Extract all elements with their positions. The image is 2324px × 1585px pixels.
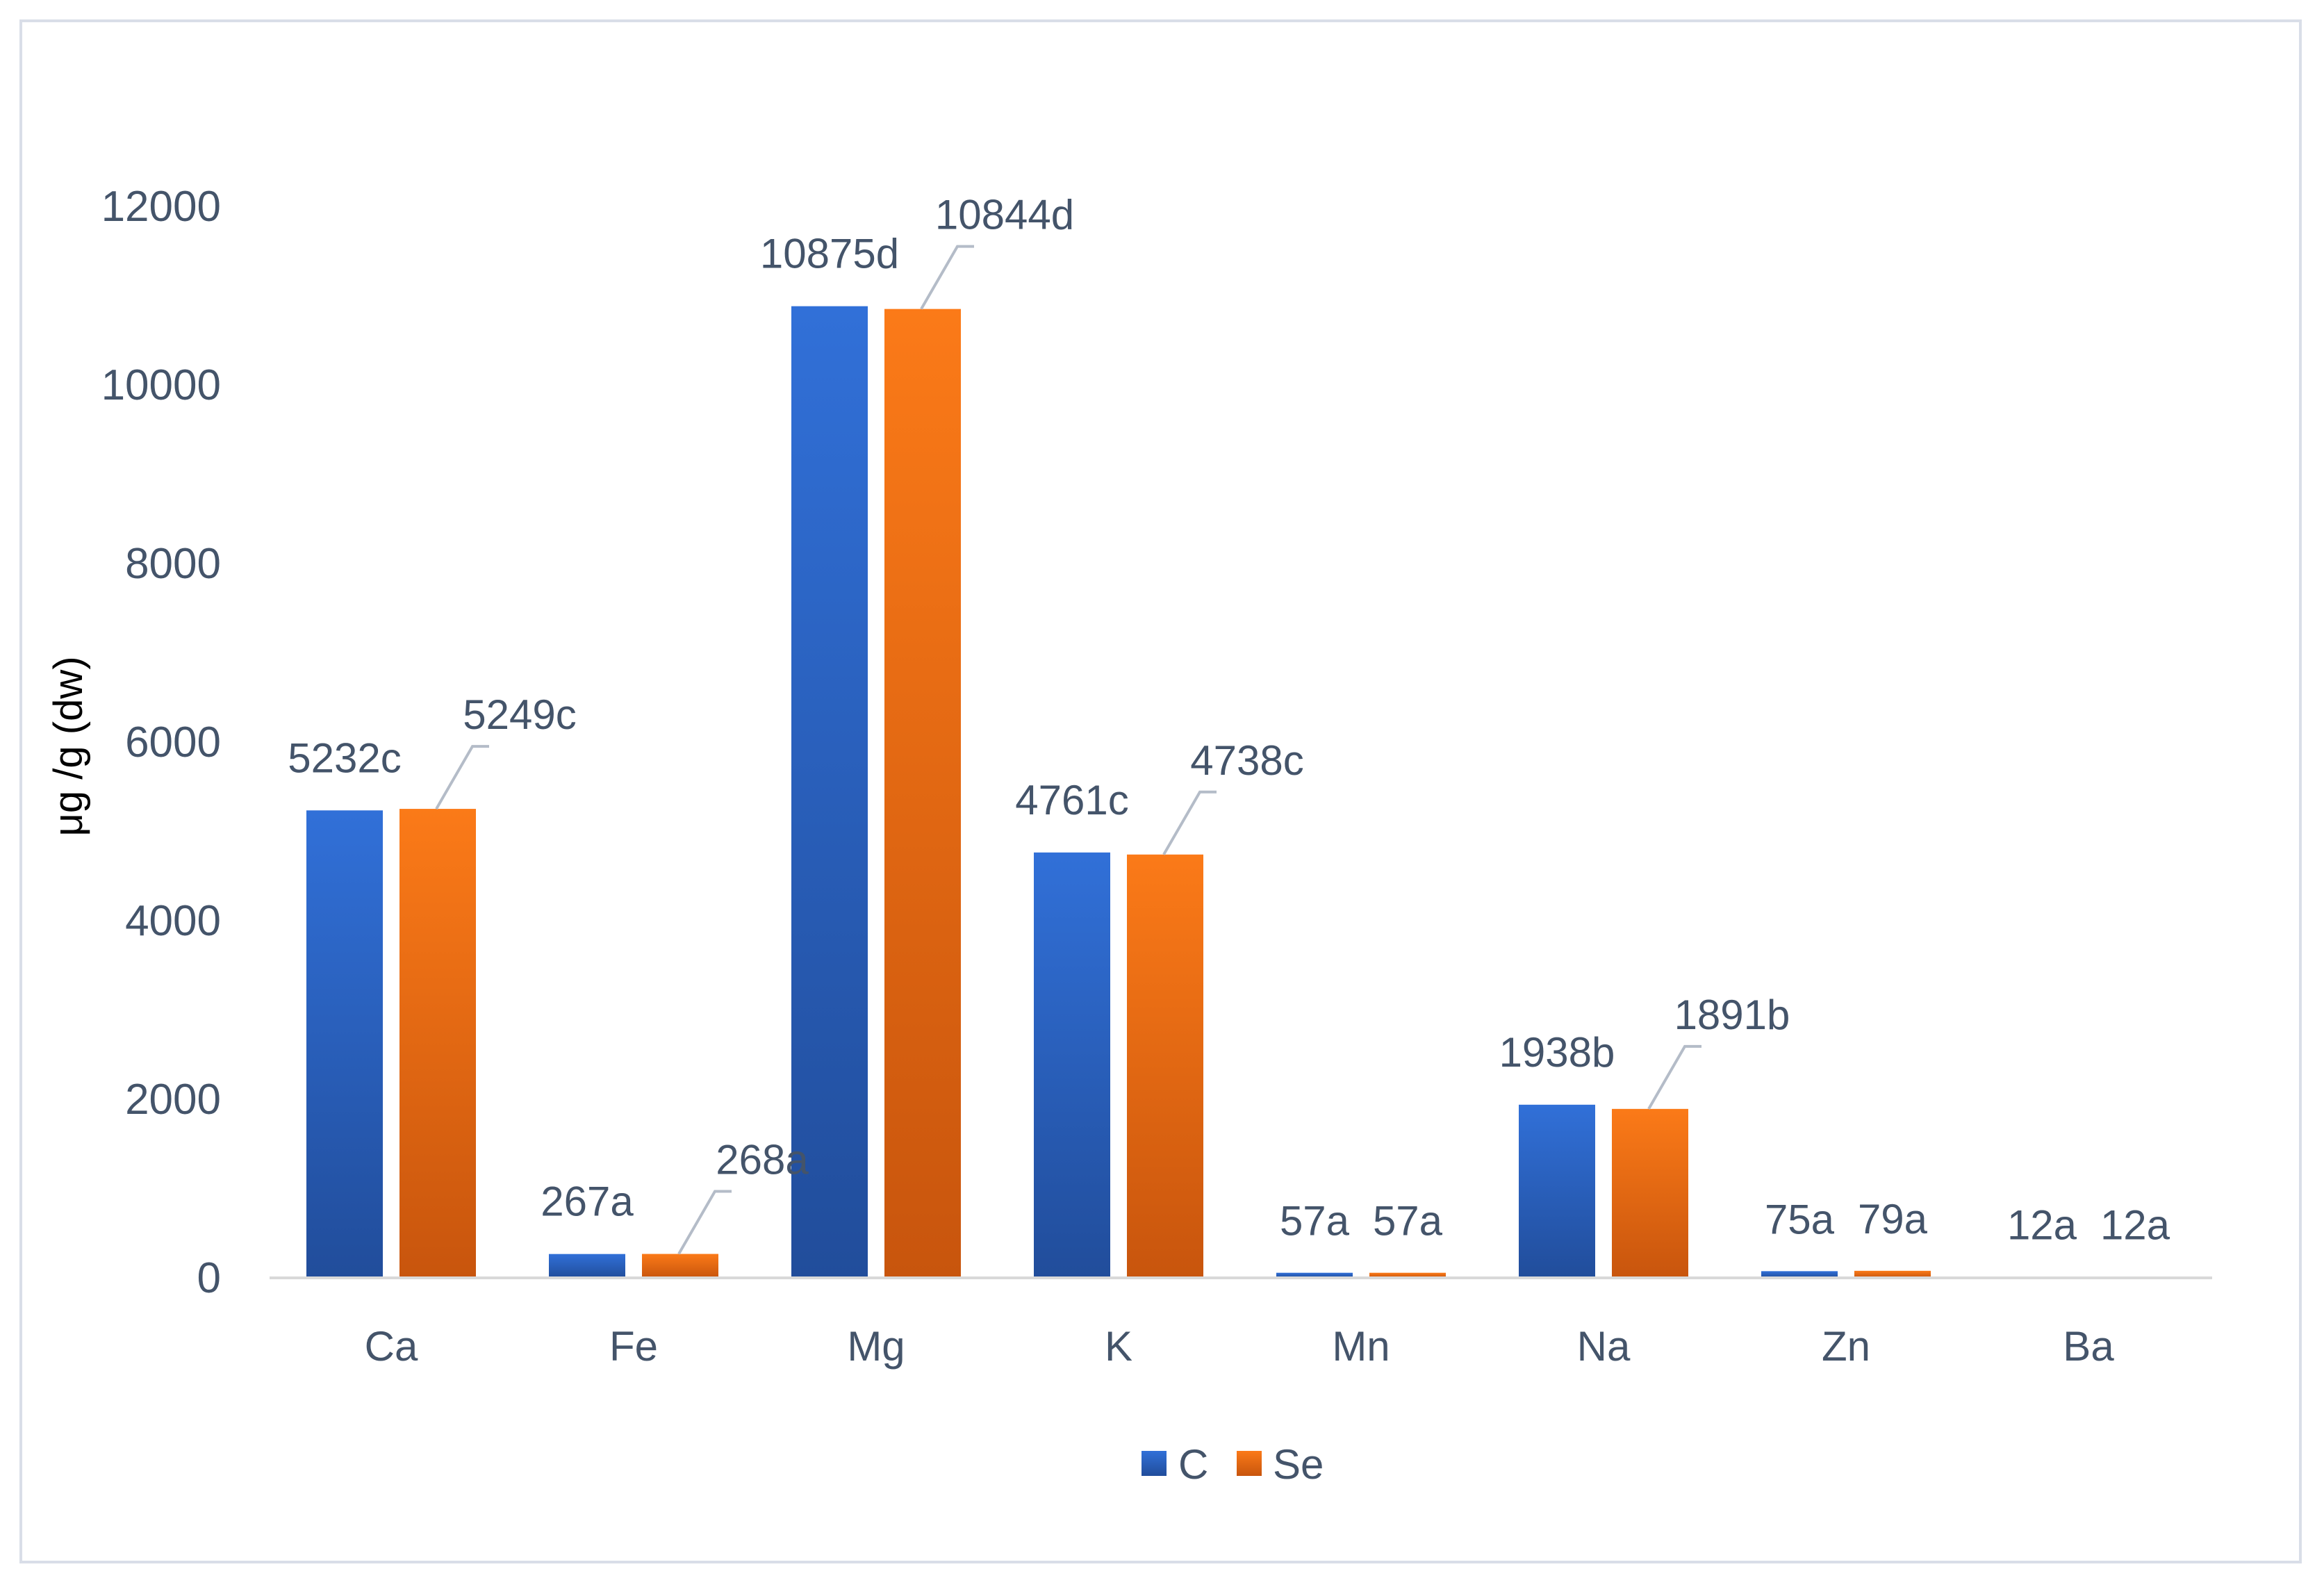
bar-c-mg [791, 306, 868, 1278]
x-tick-label-mg: Mg [847, 1323, 905, 1370]
leader-line-se-fe [677, 1190, 732, 1255]
y-tick-label: 10000 [101, 361, 221, 409]
data-labels: 5232c 267a 10875d 4761c 57a 1938b 75a 12… [288, 192, 2170, 1249]
data-label-se-mg: 10844d [935, 192, 1074, 238]
legend-swatch-se [1237, 1451, 1262, 1476]
x-tick-label-ba: Ba [2063, 1323, 2114, 1370]
bar-se-ca [399, 809, 476, 1278]
data-label-se-ca: 5249c [463, 691, 576, 738]
bar-se-na [1612, 1108, 1688, 1278]
bar-se-mg [884, 309, 961, 1278]
y-axis-title: μg /g (dw) [46, 656, 91, 836]
legend-label-se: Se [1273, 1441, 1324, 1488]
y-axis-ticks: 0 2000 4000 6000 8000 10000 12000 [101, 183, 221, 1302]
bar-c-ca [306, 810, 383, 1278]
bar-c-na [1519, 1104, 1595, 1278]
y-tick-label: 6000 [125, 718, 221, 766]
y-tick-label: 2000 [125, 1076, 221, 1124]
leader-line-se-na [1647, 1044, 1701, 1110]
data-label-c-mn: 57a [1280, 1198, 1350, 1245]
legend-swatch-c [1142, 1451, 1167, 1476]
data-label-c-mg: 10875d [760, 231, 899, 277]
bar-se-fe [642, 1254, 718, 1278]
y-tick-label: 4000 [125, 897, 221, 945]
label-leader-lines [435, 245, 1701, 1255]
data-label-c-na: 1938b [1499, 1029, 1615, 1076]
bars [306, 306, 2173, 1278]
data-label-se-zn: 79a [1858, 1196, 1928, 1242]
data-label-c-zn: 75a [1765, 1196, 1835, 1242]
bar-c-mn [1276, 1272, 1353, 1278]
x-tick-label-na: Na [1577, 1323, 1631, 1370]
data-label-c-ba: 12a [2007, 1201, 2077, 1248]
data-label-se-mn: 57a [1373, 1198, 1443, 1245]
bar-c-k [1034, 852, 1110, 1278]
x-tick-label-fe: Fe [609, 1323, 658, 1370]
data-label-se-fe: 268a [716, 1137, 809, 1183]
leader-line-se-ca [435, 745, 489, 810]
y-tick-label: 0 [197, 1254, 221, 1302]
bar-se-mn [1369, 1272, 1446, 1278]
y-tick-label: 12000 [101, 183, 221, 231]
leader-line-se-mg [920, 245, 974, 310]
y-tick-label: 8000 [125, 540, 221, 588]
x-tick-label-k: K [1105, 1323, 1132, 1370]
data-label-se-ba: 12a [2100, 1201, 2170, 1248]
legend-label-c: C [1178, 1441, 1208, 1488]
x-tick-label-ca: Ca [365, 1323, 418, 1370]
x-tick-label-zn: Zn [1822, 1323, 1870, 1370]
bar-se-zn [1854, 1270, 1931, 1278]
leader-line-se-k [1162, 790, 1217, 855]
bar-se-k [1127, 854, 1203, 1278]
data-label-se-k: 4738c [1190, 737, 1303, 784]
bar-c-zn [1761, 1271, 1838, 1278]
x-axis-labels: Ca Fe Mg K Mn Na Zn Ba [365, 1323, 2115, 1370]
chart-frame [19, 19, 2302, 1563]
legend: C Se [1142, 1441, 1324, 1488]
bar-c-fe [549, 1254, 625, 1278]
x-tick-label-mn: Mn [1332, 1323, 1390, 1370]
data-label-c-k: 4761c [1015, 777, 1128, 823]
data-label-se-na: 1891b [1674, 992, 1790, 1038]
data-label-c-ca: 5232c [288, 734, 401, 781]
data-label-c-fe: 267a [541, 1179, 634, 1225]
